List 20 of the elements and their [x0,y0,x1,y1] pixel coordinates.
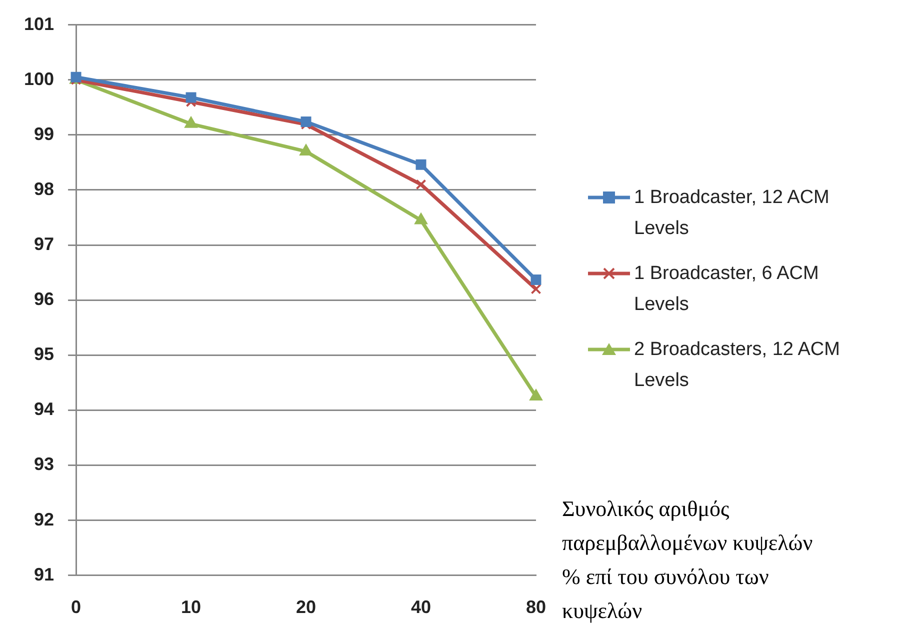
y-tick-label: 99 [34,124,54,144]
y-tick-label: 96 [34,289,54,310]
x-tick-label: 10 [181,597,202,618]
y-tick-label: 101 [24,14,54,34]
y-tick-label: 91 [34,564,54,584]
y-tick-label: 97 [34,234,54,254]
x-tick-label: 20 [296,597,316,618]
legend-label: 1 Broadcaster, 12 ACM Levels [634,186,830,241]
y-tick-label: 100 [24,68,54,89]
y-tick-label: 92 [34,509,54,530]
y-tick-label: 94 [34,399,54,420]
legend-label: 2 Broadcasters, 12 ACM Levels [634,338,841,393]
y-tick-label: 93 [34,454,54,474]
legend-label: 1 Broadcaster, 6 ACM Levels [634,262,820,317]
y-tick-label: 95 [34,344,54,364]
x-tick-label: 0 [71,597,82,618]
y-tick-label: 98 [34,178,54,199]
x-tick-label: 40 [410,597,432,618]
x-axis-title: Συνολικός αριθμός παρεμβαλλομένων κυψελών % επί του συνόλου των κυψελών [562,495,814,625]
x-tick-label: 80 [526,597,546,618]
